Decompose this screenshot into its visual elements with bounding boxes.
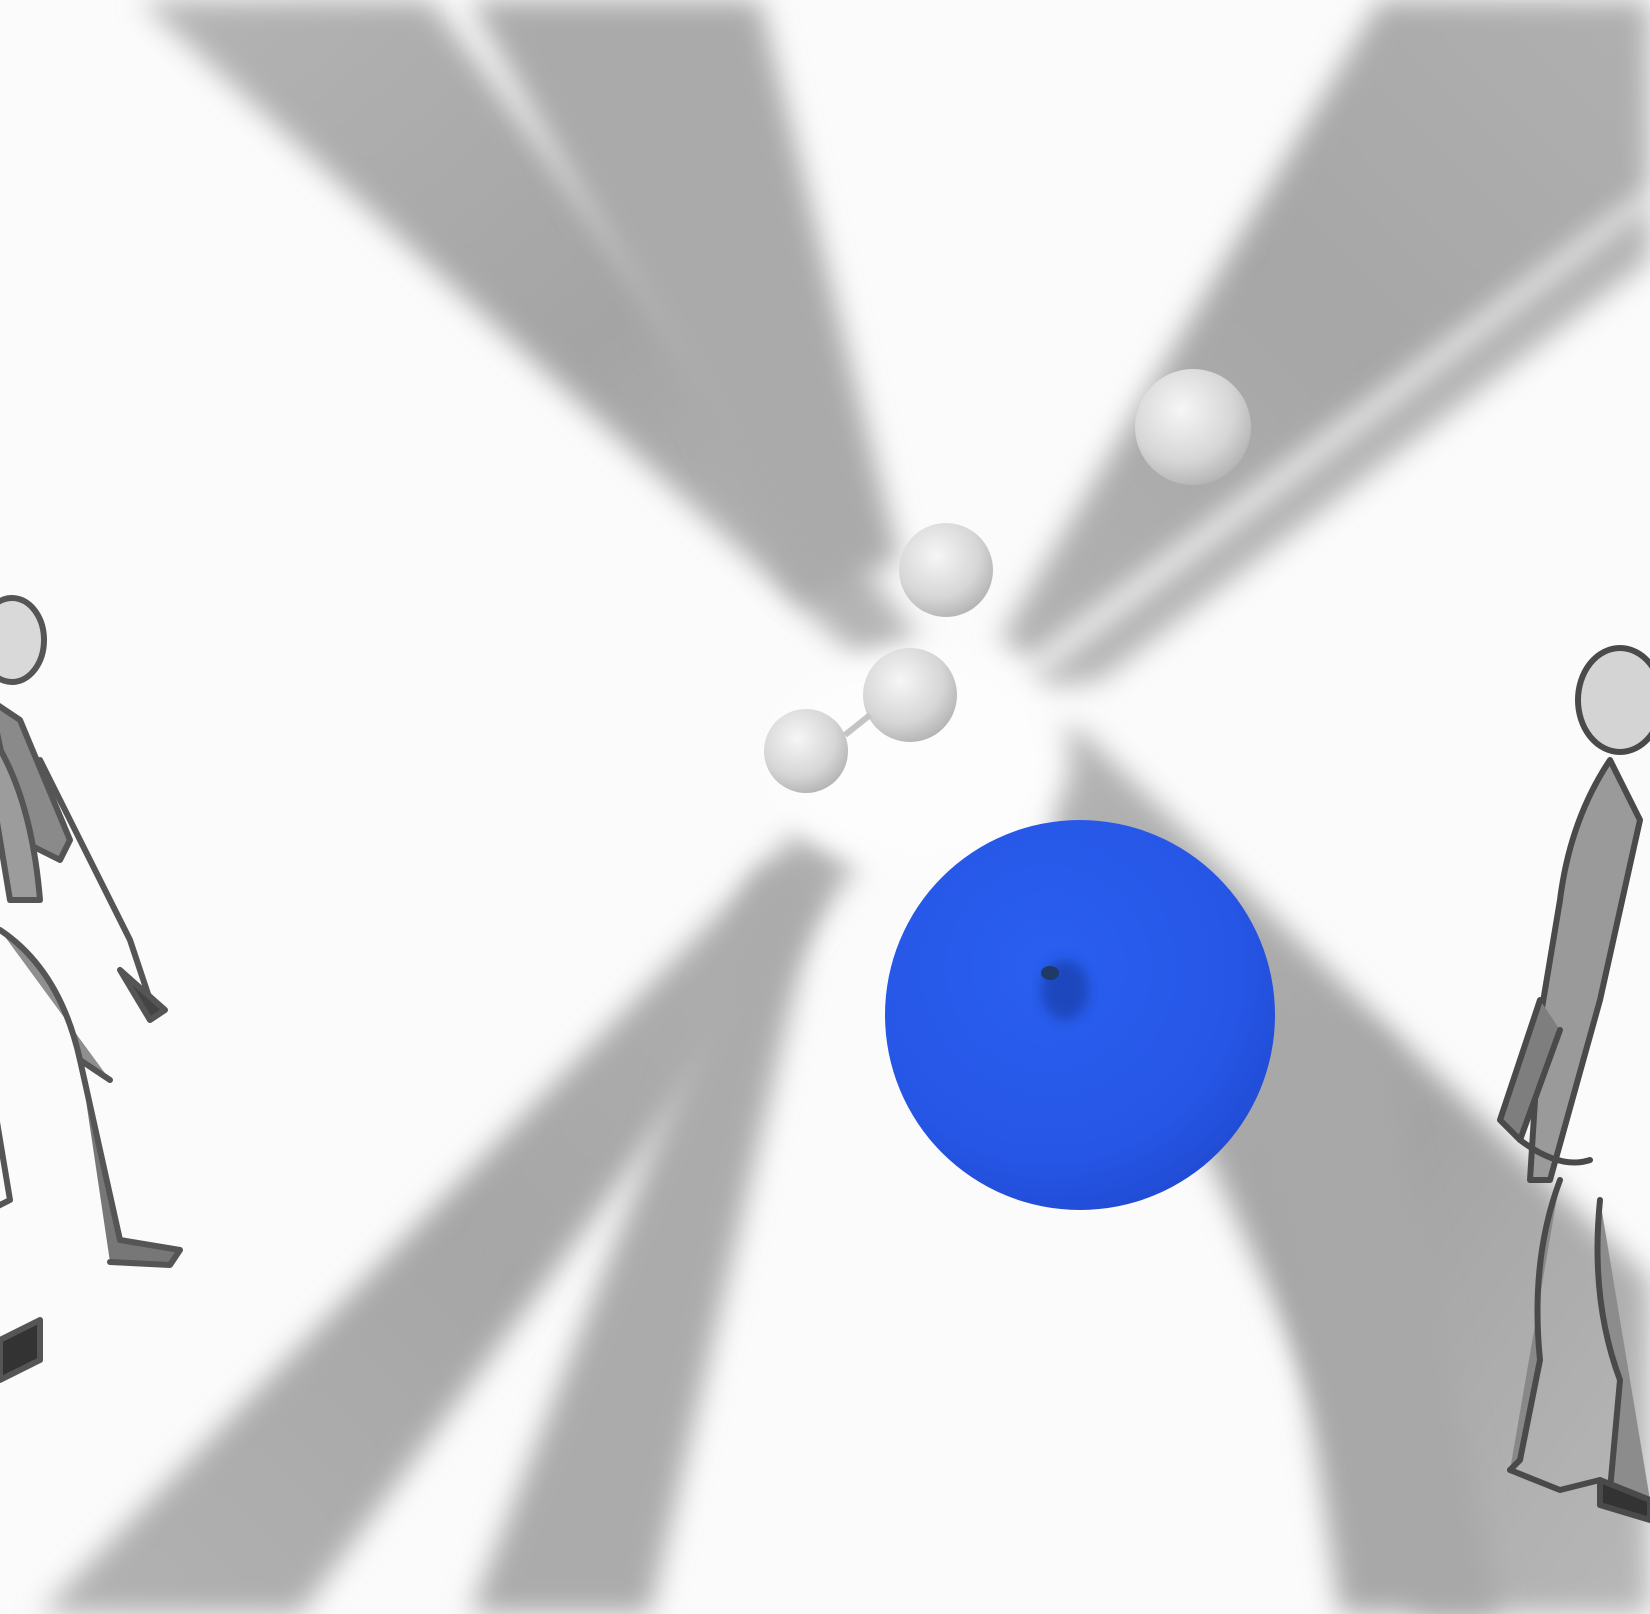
- robot-figure-left: [0, 595, 183, 1383]
- blue-sphere: [885, 820, 1275, 1210]
- small-spheres: [764, 369, 1251, 793]
- sphere-link: [843, 712, 872, 738]
- beam-top-left: [140, 0, 920, 660]
- white-sphere: [764, 709, 848, 793]
- beam-right-upper: [1020, 200, 1650, 690]
- white-sphere: [863, 648, 957, 742]
- center-glow: [770, 650, 1070, 870]
- beam-bottom-right-inner: [1250, 1000, 1500, 1614]
- white-sphere: [1135, 369, 1251, 485]
- beam-top-right: [1000, 0, 1650, 660]
- white-sphere: [899, 523, 993, 617]
- robot-figure-right: [1497, 645, 1650, 1523]
- beam-top-center: [470, 0, 900, 600]
- sphere-spot: [1041, 966, 1059, 980]
- beam-bottom-center: [470, 870, 820, 1614]
- beam-bottom-left: [40, 830, 860, 1614]
